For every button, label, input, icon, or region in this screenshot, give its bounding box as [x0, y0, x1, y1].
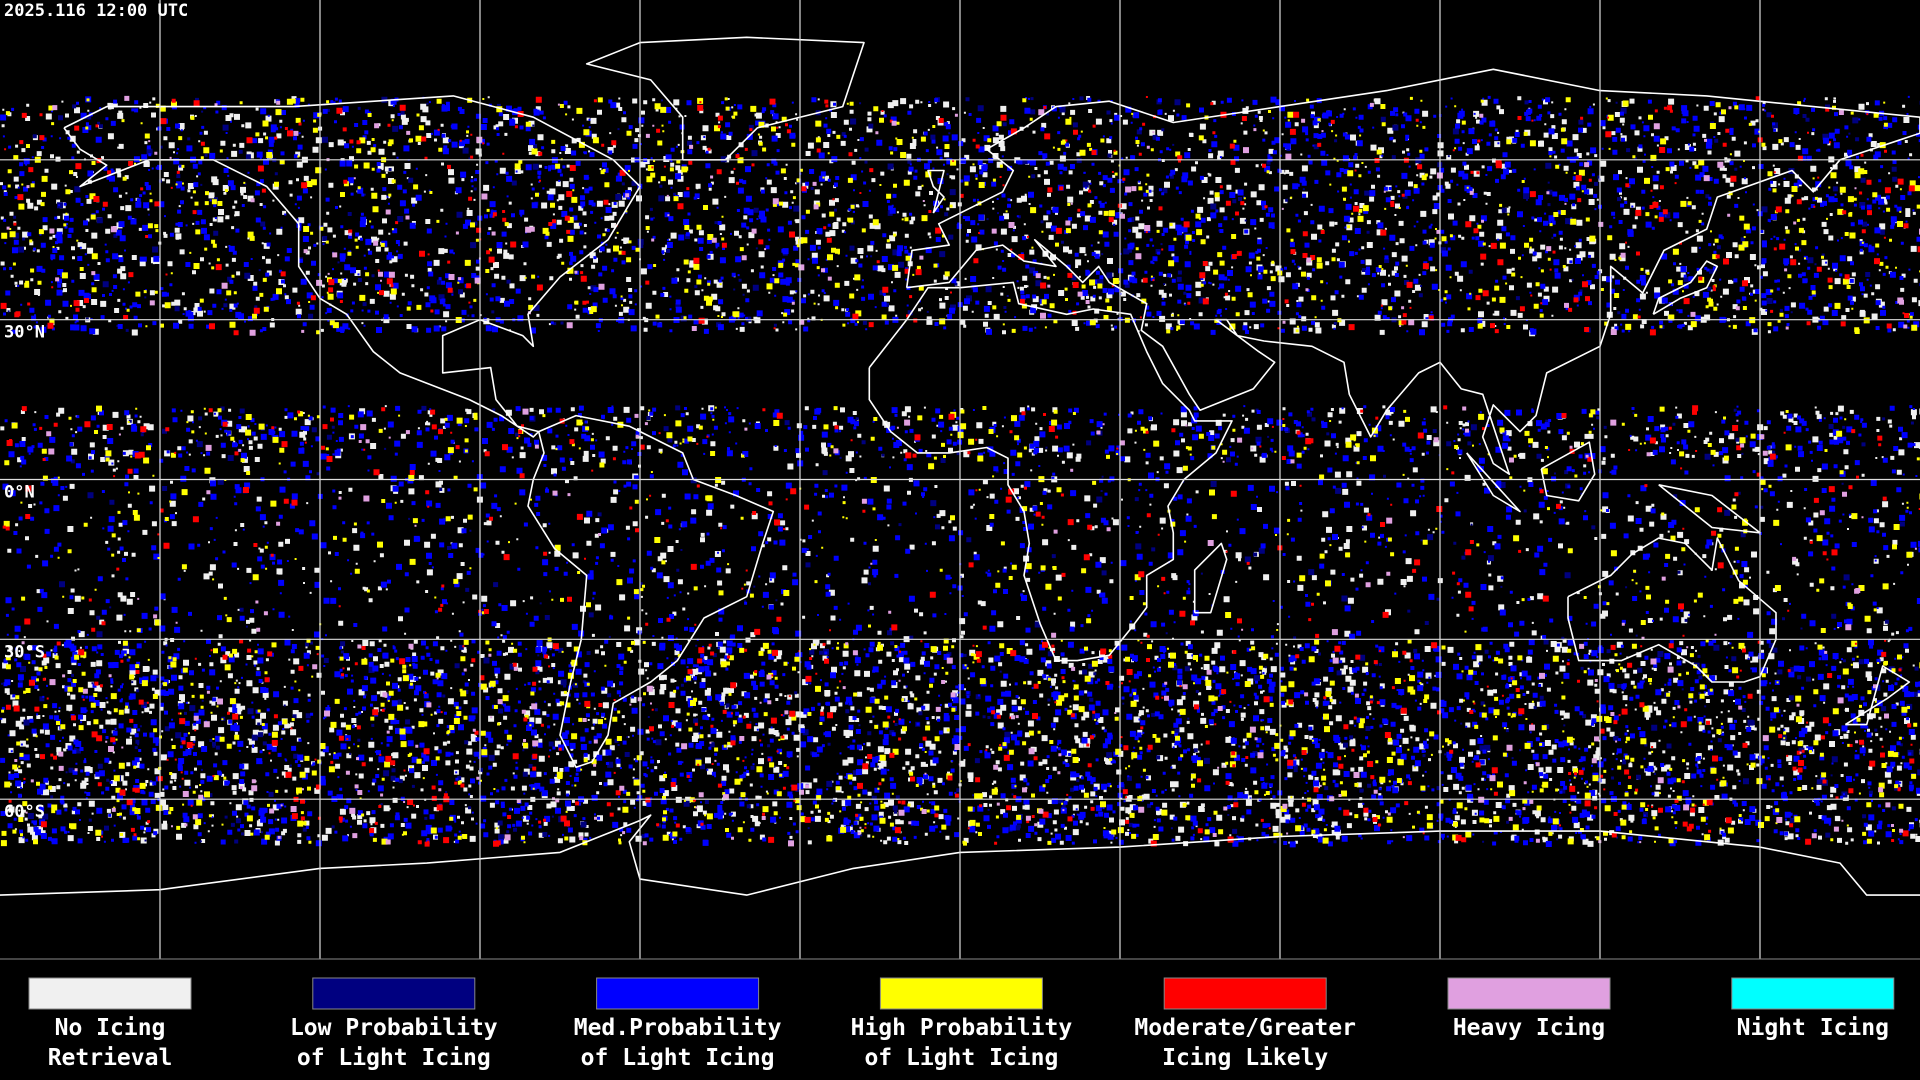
coastline [905, 68, 1920, 475]
legend-label: of Light Icing [297, 1045, 491, 1071]
legend-swatch [1447, 977, 1611, 1010]
coastline [585, 36, 865, 161]
coastline [927, 169, 945, 214]
legend-label: Low Probability [290, 1015, 498, 1041]
latitude-label: 0°N [4, 483, 35, 503]
legend-label: Retrieval [48, 1045, 173, 1071]
legend-label: of Light Icing [864, 1045, 1058, 1071]
legend-label: Moderate/Greater [1134, 1015, 1356, 1041]
latitude-label: 30°N [4, 323, 45, 343]
legend-label: Med.Probability [574, 1015, 782, 1041]
legend-swatch [312, 977, 476, 1010]
legend-swatch [879, 977, 1043, 1010]
legend: No Icing Retrieval Low Probability of Light… [28, 977, 1895, 1071]
coastline [1193, 542, 1228, 614]
legend-swatch [1731, 977, 1895, 1010]
legend-label: Icing Likely [1162, 1045, 1328, 1071]
lat-lon-grid [0, 0, 1920, 959]
coastline [1540, 441, 1596, 502]
legend-label: Heavy Icing [1453, 1015, 1605, 1041]
legend-swatch [1163, 977, 1327, 1010]
coastline [1844, 665, 1911, 726]
coastline [1652, 260, 1719, 315]
latitude-labels: 30°N 0°N 30°S 60°S [4, 323, 45, 823]
coastline [63, 95, 641, 438]
legend-label: of Light Icing [581, 1045, 775, 1071]
coastline [868, 281, 1233, 662]
timestamp: 2025.116 12:00 UTC [4, 1, 188, 21]
legend-label: High Probability [851, 1015, 1073, 1041]
legend-label: Night Icing [1737, 1015, 1889, 1041]
legend-label: No Icing [55, 1015, 166, 1041]
latitude-label: 30°S [4, 642, 45, 662]
legend-swatch [28, 977, 192, 1010]
coastline [1466, 452, 1521, 513]
legend-swatch [596, 977, 760, 1010]
latitude-label: 60°S [4, 802, 45, 822]
